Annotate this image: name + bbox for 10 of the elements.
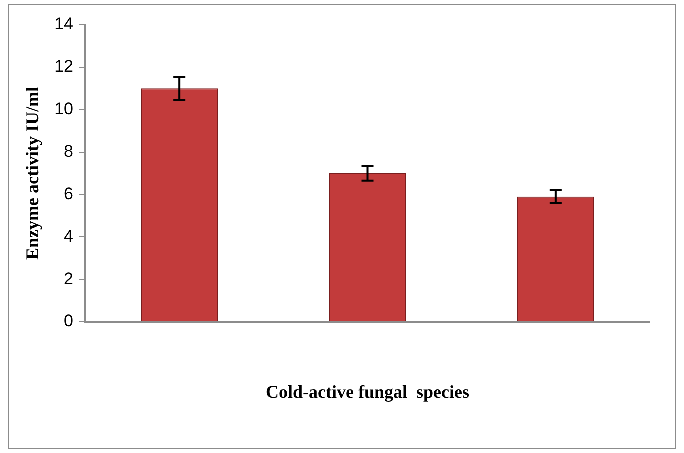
y-tick-label: 12 <box>54 57 74 76</box>
x-axis-title: Cold-active fungal species <box>266 382 470 402</box>
y-tick-label: 10 <box>54 100 74 119</box>
y-axis-title: Enzyme activity IU/ml <box>22 87 42 260</box>
y-tick-label: 14 <box>54 14 74 34</box>
y-tick-label: 8 <box>64 142 74 161</box>
y-tick-label: 4 <box>64 226 74 246</box>
y-tick-label: 0 <box>64 312 74 331</box>
y-tick-label: 6 <box>64 184 74 204</box>
y-tick-label: 2 <box>64 269 74 288</box>
